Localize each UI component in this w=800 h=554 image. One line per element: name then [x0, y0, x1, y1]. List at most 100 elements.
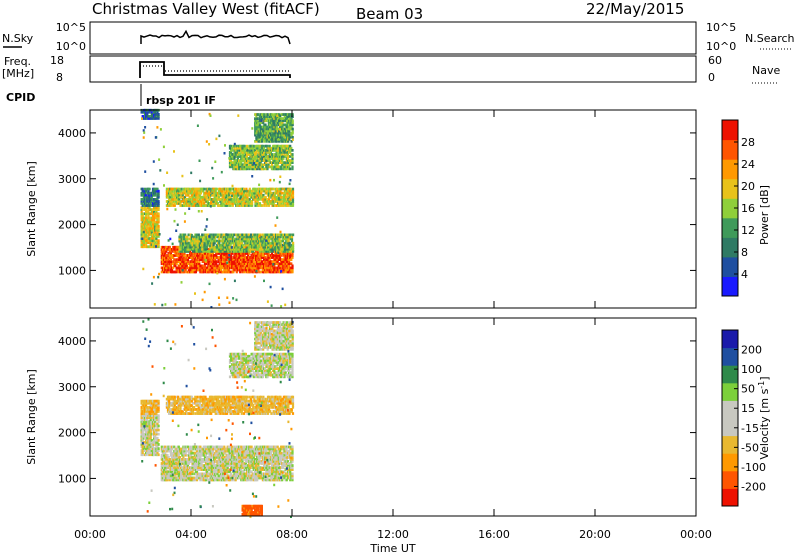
power-cell — [286, 151, 289, 154]
velocity-cell — [141, 424, 144, 428]
power-cell — [193, 241, 196, 245]
power-cell — [264, 123, 267, 127]
power-cell — [183, 191, 187, 195]
velocity-cell — [161, 458, 164, 461]
power-cell — [257, 138, 260, 141]
power-cell — [187, 250, 190, 253]
velocity-cell — [150, 422, 153, 426]
power-cell — [190, 187, 193, 191]
power-cell — [181, 262, 184, 266]
power-cell — [255, 237, 258, 241]
power-cell — [154, 226, 157, 230]
power-cell — [141, 228, 144, 232]
power-cell — [236, 200, 239, 203]
power-cell — [145, 200, 148, 203]
velocity-cell — [167, 476, 170, 480]
power-cell — [197, 210, 200, 213]
power-cell — [252, 250, 255, 253]
power-cell — [233, 157, 236, 160]
power-cell — [188, 195, 191, 199]
power-cell — [208, 260, 211, 263]
power-colorbar-tick-label: 12 — [741, 224, 755, 237]
velocity-cell — [153, 439, 156, 442]
power-cell — [221, 250, 224, 253]
power-cell — [255, 269, 258, 273]
power-cell — [150, 204, 153, 207]
power-cell — [219, 198, 222, 201]
power-cell — [277, 245, 280, 249]
power-cell — [205, 245, 208, 249]
power-cell — [265, 258, 268, 261]
power-cell — [147, 222, 150, 226]
power-cell — [268, 270, 271, 274]
power-cell — [261, 264, 264, 268]
power-cell — [263, 167, 266, 171]
power-cell — [246, 235, 249, 239]
power-cell — [165, 254, 168, 257]
power-cell — [181, 252, 184, 255]
power-cell — [154, 189, 157, 193]
power-cell — [236, 198, 239, 201]
power-cell — [273, 193, 276, 197]
velocity-cell — [183, 451, 186, 455]
power-cell — [270, 153, 274, 156]
velocity-cell — [160, 462, 163, 465]
power-cell — [227, 243, 230, 247]
power-cell — [215, 256, 218, 259]
power-cell — [235, 258, 238, 261]
power-cell — [265, 270, 268, 274]
power-cell — [261, 243, 264, 247]
velocity-cell — [192, 462, 195, 465]
power-cell — [271, 113, 274, 116]
power-cell — [246, 245, 249, 249]
power-cell — [274, 191, 277, 195]
velocity-cell — [180, 470, 183, 474]
velocity-cell — [147, 422, 150, 426]
power-cell — [233, 189, 237, 193]
power-cell — [263, 151, 266, 154]
power-cell — [150, 233, 153, 236]
power-cell — [270, 233, 273, 236]
power-cell — [144, 126, 147, 129]
power-cell — [178, 193, 181, 197]
velocity-cell — [157, 414, 160, 417]
power-cell — [242, 266, 245, 270]
velocity-cell — [173, 445, 176, 449]
power-cell — [268, 157, 271, 160]
power-cell — [246, 237, 249, 241]
power-cell — [255, 115, 258, 118]
power-cell — [199, 254, 202, 257]
power-cell — [208, 248, 211, 251]
power-cell — [198, 264, 201, 268]
velocity-cell — [145, 434, 148, 438]
power-cell — [243, 191, 246, 195]
power-cell — [160, 250, 163, 253]
power-cell — [235, 159, 238, 162]
power-cell — [149, 227, 152, 230]
power-cell — [278, 204, 281, 207]
power-cell — [190, 262, 193, 266]
power-cell — [248, 266, 251, 270]
power-cell — [283, 163, 286, 167]
velocity-cell — [141, 414, 144, 417]
power-cell — [214, 233, 217, 237]
power-cell — [146, 222, 149, 226]
power-cell — [154, 191, 157, 195]
power-cell — [181, 174, 184, 178]
power-cell — [173, 189, 176, 193]
power-cell — [170, 270, 174, 274]
power-cell — [256, 252, 259, 255]
power-cell — [249, 268, 252, 272]
power-cell — [233, 254, 236, 257]
power-cell — [174, 260, 177, 263]
velocity-cell — [190, 456, 193, 459]
power-cell — [277, 258, 280, 261]
power-cell — [186, 200, 189, 203]
power-cell — [144, 170, 147, 173]
power-cell — [277, 235, 280, 239]
power-cell — [193, 260, 196, 263]
velocity-cell — [186, 458, 189, 461]
power-cell — [245, 256, 249, 259]
velocity-cell — [145, 420, 148, 424]
power-cell — [243, 254, 246, 257]
